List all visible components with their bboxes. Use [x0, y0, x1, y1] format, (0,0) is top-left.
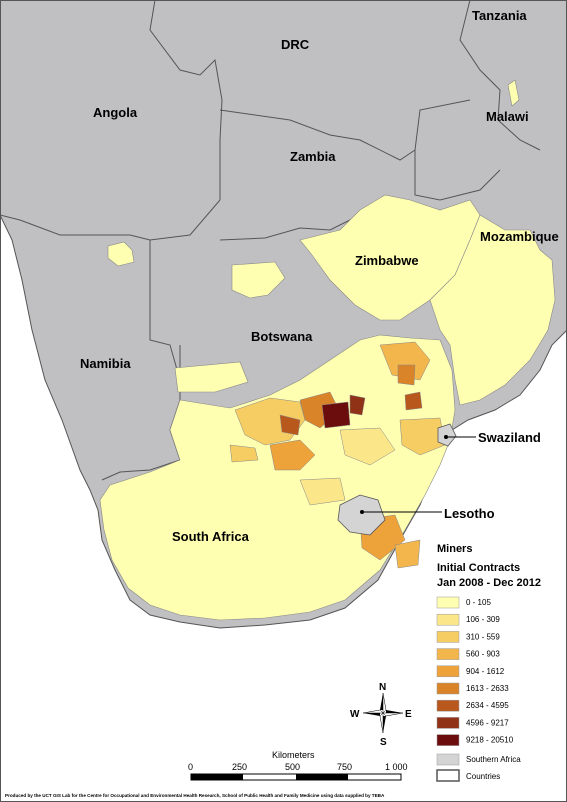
- scale-tick-750: 750: [337, 762, 352, 772]
- label-lesotho: Lesotho: [444, 506, 495, 521]
- legend-label-4: 904 - 1612: [466, 667, 505, 676]
- compass-w: W: [350, 709, 360, 720]
- scale-bar-title: Kilometers: [272, 750, 315, 760]
- legend-swatch-0: [436, 596, 460, 609]
- compass-n: N: [379, 682, 386, 693]
- legend-classes: 0 - 105 106 - 309 310 - 559 560 - 903 904 - …: [436, 596, 514, 746]
- legend: Miners Initial Contracts Jan 2008 - Dec …: [436, 543, 541, 782]
- legend-label-countries: Countries: [466, 772, 500, 781]
- compass-e: E: [405, 709, 412, 720]
- legend-swatch-southern-africa: [436, 753, 460, 766]
- compass-s: S: [380, 737, 387, 748]
- legend-title-contracts: Initial Contracts: [437, 562, 520, 574]
- label-south-africa: South Africa: [172, 529, 250, 544]
- label-botswana: Botswana: [251, 329, 313, 344]
- label-zambia: Zambia: [290, 149, 336, 164]
- label-malawi: Malawi: [486, 109, 529, 124]
- label-mozambique: Mozambique: [480, 229, 559, 244]
- north-arrow: N S E W: [350, 682, 412, 748]
- region-malawi-patch: [507, 79, 520, 107]
- region-swaziland: [437, 423, 457, 447]
- legend-label-8: 9218 - 20510: [466, 736, 514, 745]
- credit-text: Produced by the UCT GIS Lab for the Cent…: [5, 793, 385, 798]
- region-mozambique-south: [429, 214, 556, 406]
- label-tanzania: Tanzania: [472, 8, 527, 23]
- legend-swatch-7: [436, 717, 460, 729]
- scale-bar: Kilometers 0 250 500 750 1 000: [188, 750, 408, 781]
- legend-swatch-6: [436, 699, 460, 712]
- legend-label-1: 106 - 309: [466, 615, 500, 624]
- legend-label-2: 310 - 559: [466, 632, 500, 641]
- legend-title-period: Jan 2008 - Dec 2012: [437, 577, 541, 589]
- lesotho-leader-dot: [360, 510, 364, 514]
- legend-swatch-countries: [436, 769, 460, 782]
- scale-tick-250: 250: [232, 762, 247, 772]
- swaziland-leader-dot: [444, 435, 448, 439]
- legend-label-0: 0 - 105: [466, 598, 491, 607]
- label-angola: Angola: [93, 105, 138, 120]
- legend-label-7: 4596 - 9217: [466, 718, 509, 727]
- legend-label-6: 2634 - 4595: [466, 701, 509, 710]
- scale-tick-0: 0: [188, 762, 193, 772]
- legend-swatch-4: [436, 665, 460, 678]
- label-zimbabwe: Zimbabwe: [355, 253, 419, 268]
- legend-label-5: 1613 - 2633: [466, 684, 509, 693]
- scale-tick-500: 500: [285, 762, 300, 772]
- label-drc: DRC: [281, 37, 310, 52]
- legend-label-3: 560 - 903: [466, 650, 500, 659]
- region-lesotho: [337, 494, 386, 536]
- scale-tick-1000: 1 000: [385, 762, 408, 772]
- legend-label-southern-africa: Southern Africa: [466, 755, 521, 764]
- legend-swatch-2: [436, 631, 460, 643]
- region-angola-patch: [107, 241, 135, 267]
- label-swaziland: Swaziland: [478, 430, 541, 445]
- legend-swatch-3: [436, 648, 460, 660]
- legend-swatch-5: [436, 682, 460, 695]
- label-namibia: Namibia: [80, 356, 131, 371]
- region-namibia-patch: [174, 361, 249, 393]
- legend-swatch-1: [436, 613, 460, 626]
- legend-title-miners: Miners: [437, 543, 472, 555]
- legend-swatch-8: [436, 734, 460, 746]
- region-botswana-partial: [231, 261, 286, 299]
